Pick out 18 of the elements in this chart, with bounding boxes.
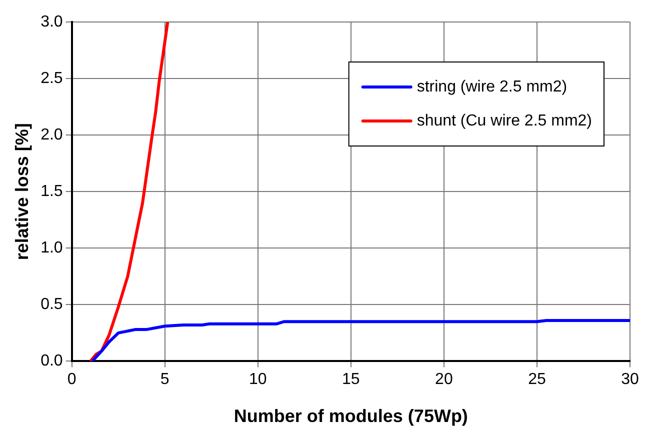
x-tick-label: 20 xyxy=(435,371,453,388)
x-tick-label: 15 xyxy=(342,371,360,388)
x-tick-label: 25 xyxy=(528,371,546,388)
legend-label: string (wire 2.5 mm2) xyxy=(416,78,568,96)
y-axis-title: relative loss [%] xyxy=(12,123,32,260)
y-tick-label: 2.0 xyxy=(40,126,63,144)
y-tick-label: 0.5 xyxy=(40,296,63,314)
x-tick-label: 30 xyxy=(621,371,639,388)
x-axis-title: Number of modules (75Wp) xyxy=(234,406,468,426)
y-tick-label: 2.5 xyxy=(40,70,63,87)
x-tick-label: 5 xyxy=(160,371,170,388)
x-tick-label: 10 xyxy=(248,371,267,388)
y-tick-label: 1.5 xyxy=(40,183,63,200)
y-tick-label: 0.0 xyxy=(40,352,63,370)
y-tick-label: 3.0 xyxy=(40,13,63,30)
x-tick-label: 0 xyxy=(67,371,76,388)
legend-label: shunt (Cu wire 2.5 mm2) xyxy=(416,112,592,130)
y-tick-label: 1.0 xyxy=(40,240,63,257)
